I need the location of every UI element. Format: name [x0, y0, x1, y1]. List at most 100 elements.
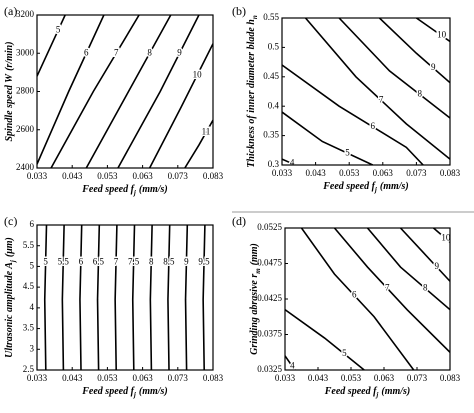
y-axis-label-unit: (r/min)	[4, 41, 15, 70]
plot-frame	[284, 227, 451, 371]
x-axis-label: Feed speed fj (mm/s)	[324, 386, 411, 398]
x-tick-label: 0.043	[62, 171, 83, 181]
x-tick-label: 0.033	[27, 373, 48, 383]
y-axis-label-sub: n	[251, 15, 259, 19]
contour-line	[399, 228, 450, 282]
x-tick-label: 0.053	[97, 373, 118, 383]
y-tick-label: 0.0425	[257, 293, 282, 303]
y-tick-label: 0.0325	[257, 364, 282, 374]
contour-line	[149, 225, 153, 370]
y-axis-label-unit: (mm)	[249, 243, 260, 265]
x-tick-label: 0.073	[168, 373, 189, 383]
contour-line	[148, 43, 213, 168]
x-tick-label: 0.033	[272, 168, 293, 178]
contour-label: 7	[385, 282, 390, 292]
contour-label: 10	[441, 233, 451, 243]
contour-label: 10	[193, 69, 203, 79]
y-tick-label: 6	[30, 219, 35, 229]
y-axis-label: Grinding abrasive rm (mm)	[249, 243, 261, 355]
y-axis-label-text: Grinding abrasive r	[249, 274, 260, 355]
contour-label: 5.5	[58, 256, 70, 266]
plot-frame	[281, 17, 451, 166]
y-tick-label: 0.0475	[257, 258, 282, 268]
y-axis-label-sub: j	[9, 260, 17, 263]
contour-label: 10	[437, 30, 447, 40]
contour-line	[366, 228, 450, 311]
x-tick-label: 0.063	[374, 373, 395, 383]
contour-line	[415, 18, 450, 43]
y-tick-label: 3	[30, 343, 35, 353]
panel-label: (d)	[232, 214, 246, 228]
x-axis-label-unit: (mm/s)	[381, 386, 410, 397]
contour-label: 6	[370, 121, 375, 131]
x-tick-label: 0.073	[406, 168, 427, 178]
y-tick-label: 3200	[16, 9, 35, 19]
contour-label: 9	[431, 62, 436, 72]
contour-label: 6	[352, 290, 357, 300]
x-tick-label: 0.053	[339, 168, 360, 178]
contour-label: 11	[202, 127, 211, 137]
x-tick-label: 0.033	[27, 171, 48, 181]
y-tick-label: 0.0525	[257, 222, 282, 232]
x-tick-label: 0.043	[62, 373, 83, 383]
contour-label: 5	[345, 147, 350, 157]
x-axis-label-unit: (mm/s)	[380, 181, 409, 192]
contour-label: 9.5	[198, 256, 210, 266]
contour-label: 9	[435, 261, 440, 271]
contour-line	[285, 355, 296, 370]
contour-line	[333, 228, 450, 353]
contour-line	[184, 225, 189, 370]
x-tick-label: 0.073	[168, 171, 189, 181]
x-tick-label: 0.033	[275, 373, 296, 383]
contour-label: 8	[423, 282, 428, 292]
x-axis-label-text: Feed speed f	[81, 184, 135, 195]
x-axis-label: Feed speed fj (mm/s)	[81, 184, 168, 196]
contour-label: 8	[147, 47, 152, 57]
plot-frame	[36, 224, 214, 371]
x-tick-label: 0.053	[341, 373, 362, 383]
plot-frame	[36, 14, 214, 169]
contour-label: 5	[342, 348, 347, 358]
contour-label: 8	[149, 256, 154, 266]
y-axis-label-text: Thickness of inner diameter blade h	[246, 19, 257, 168]
x-axis-label-unit: (mm/s)	[139, 184, 168, 195]
x-axis-label-text: Feed speed f	[81, 386, 135, 397]
y-tick-label: 0.4	[268, 100, 280, 110]
x-tick-label: 0.043	[308, 373, 329, 383]
x-tick-label: 0.073	[407, 373, 428, 383]
x-axis-label-unit: (mm/s)	[139, 386, 168, 397]
y-tick-label: 0.5	[268, 41, 280, 51]
y-tick-label: 2400	[16, 162, 35, 172]
contour-label: 7	[114, 256, 119, 266]
contour-line	[61, 225, 65, 370]
y-tick-label: 2.5	[23, 364, 35, 374]
x-axis-label: Feed speed fj (mm/s)	[322, 181, 409, 193]
contour-label: 8	[418, 89, 423, 99]
x-axis-label-text: Feed speed f	[324, 386, 378, 397]
contour-line	[338, 18, 450, 119]
contour-line	[285, 308, 365, 370]
contour-line	[282, 111, 374, 165]
contour-line	[202, 225, 206, 370]
contour-line	[184, 119, 213, 168]
contour-line	[282, 64, 424, 165]
y-tick-label: 5	[30, 260, 35, 270]
contour-label: 7	[114, 47, 119, 57]
x-axis-label-text: Feed speed f	[322, 181, 376, 192]
panel-label: (c)	[4, 214, 17, 228]
x-axis-label-sub: j	[133, 189, 136, 197]
x-tick-label: 0.083	[440, 373, 461, 383]
contour-line	[96, 225, 101, 370]
y-tick-label: 0.0375	[257, 329, 282, 339]
contour-line	[300, 228, 415, 370]
y-tick-label: 0.3	[268, 159, 280, 169]
x-tick-label: 0.063	[132, 171, 153, 181]
contour-label: 7.5	[128, 256, 140, 266]
contour-line	[79, 225, 83, 370]
y-axis-label-unit: (μm)	[4, 237, 15, 257]
contour-label: 9	[177, 47, 182, 57]
y-tick-label: 5.5	[23, 240, 35, 250]
contour-line	[117, 15, 200, 168]
x-axis-label-sub: j	[375, 391, 378, 399]
x-axis-label-sub: j	[374, 186, 377, 194]
